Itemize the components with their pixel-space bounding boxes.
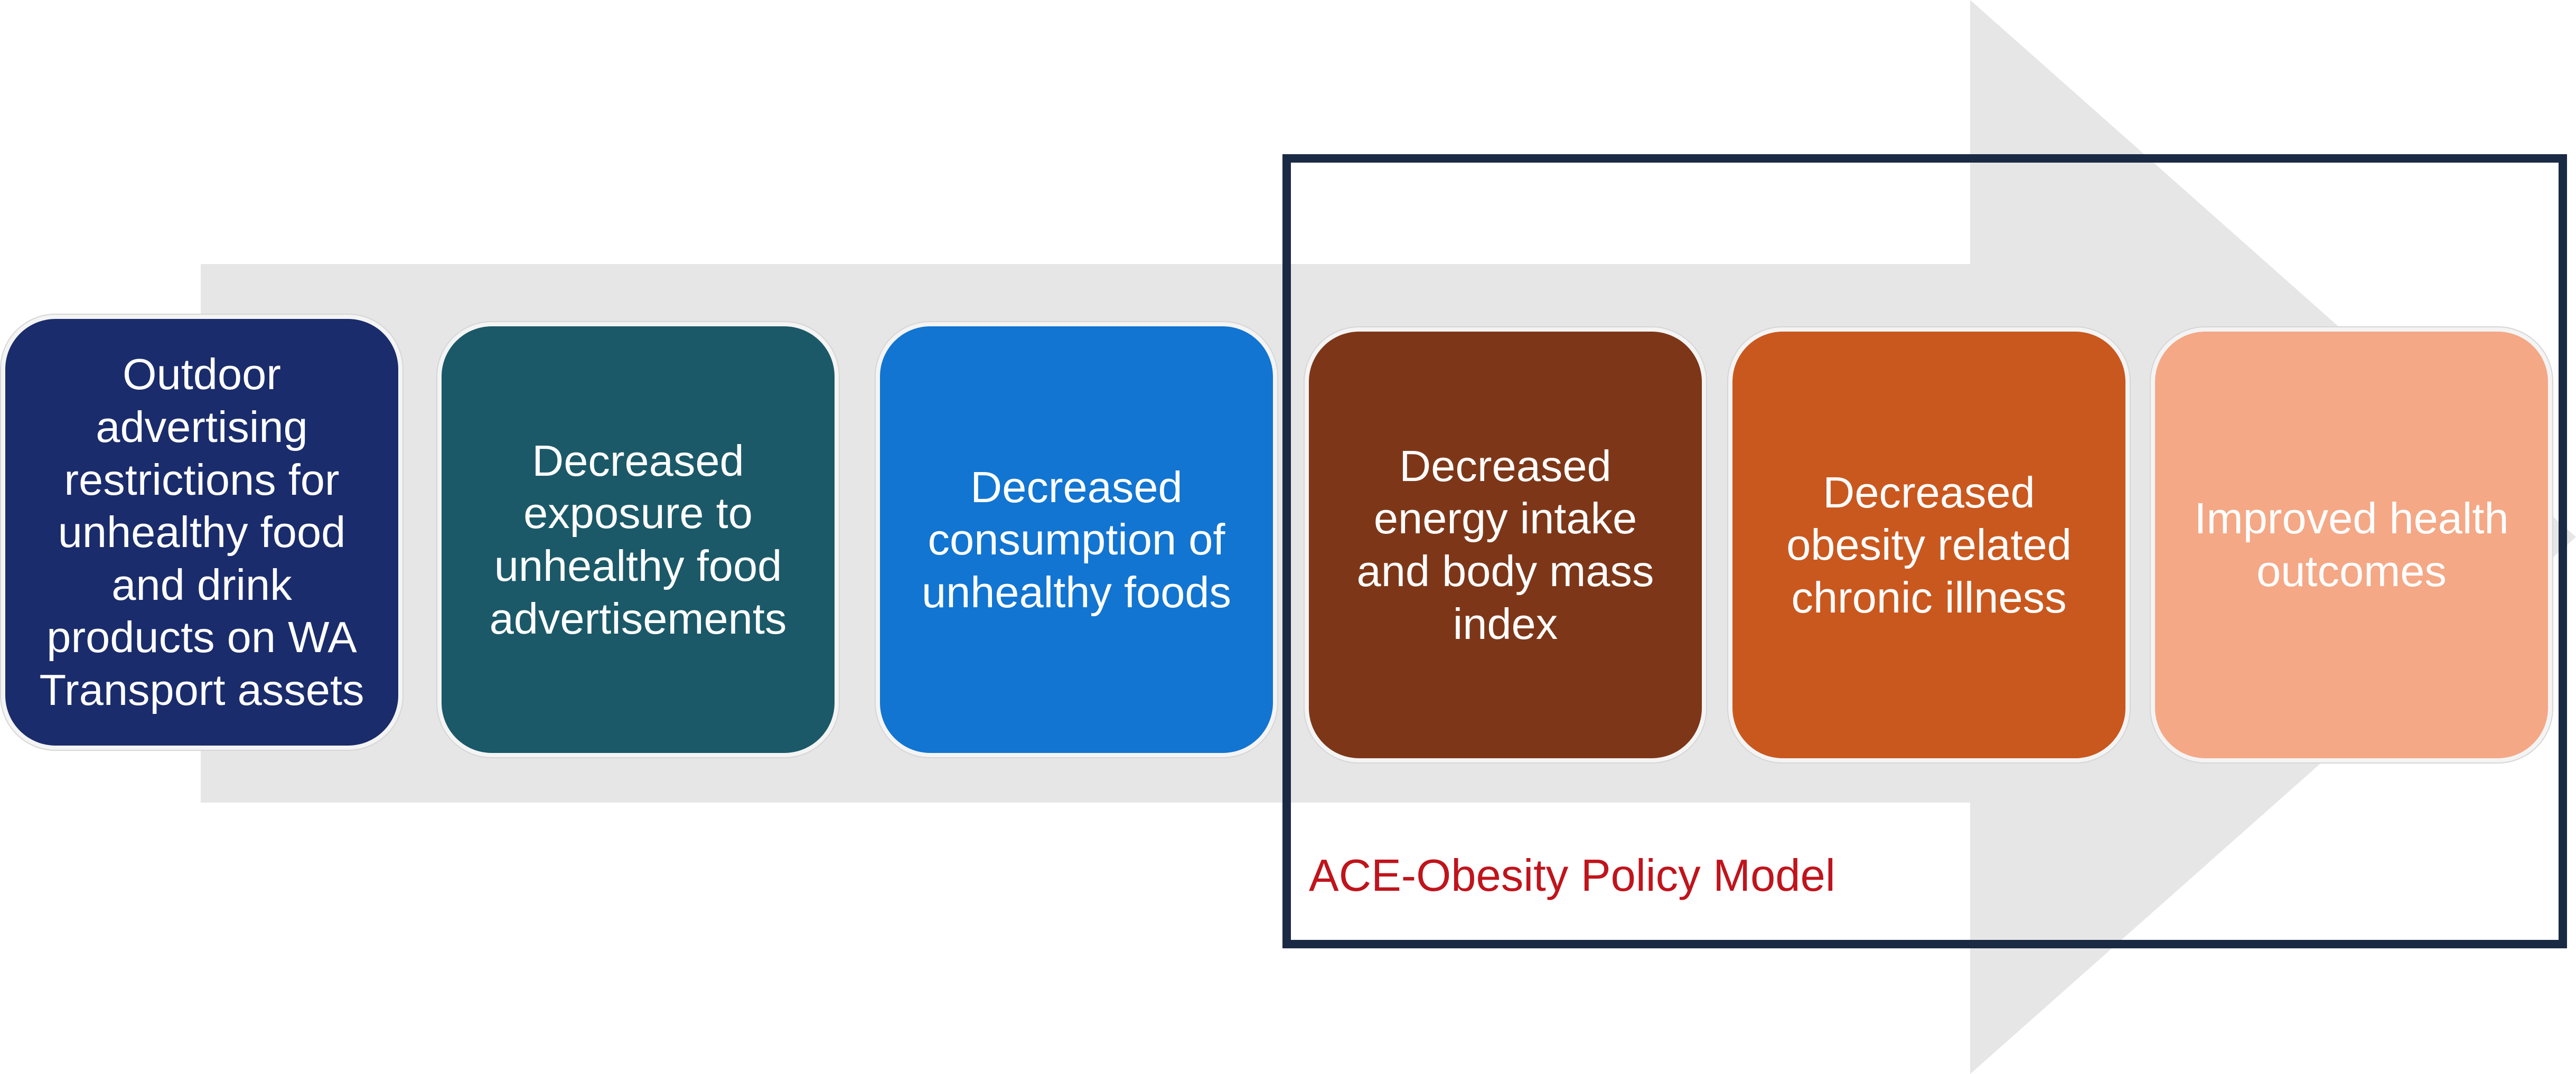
step-3-label: Decreased consumption of unhealthy foods: [921, 462, 1232, 617]
step-decreased-consumption: Decreased consumption of unhealthy foods: [880, 326, 1273, 753]
step-6-label: Improved health outcomes: [2194, 494, 2509, 596]
policy-model-box: [1282, 154, 2567, 948]
step-1-label: Outdoor advertising restrictions for unh…: [39, 350, 364, 714]
step-4-label: Decreased energy intake and body mass in…: [1356, 441, 1654, 648]
step-outdoor-advertising-restrictions: Outdoor advertising restrictions for unh…: [5, 319, 398, 746]
step-2-label: Decreased exposure to unhealthy food adv…: [489, 436, 787, 643]
step-improved-health-outcomes: Improved health outcomes: [2155, 332, 2548, 758]
step-decreased-energy-intake: Decreased energy intake and body mass in…: [1309, 332, 1702, 758]
step-decreased-chronic-illness: Decreased obesity related chronic illnes…: [1732, 332, 2125, 758]
step-decreased-exposure: Decreased exposure to unhealthy food adv…: [442, 326, 835, 753]
policy-model-label: ACE-Obesity Policy Model: [1309, 851, 1835, 901]
step-5-label: Decreased obesity related chronic illnes…: [1786, 467, 2072, 622]
